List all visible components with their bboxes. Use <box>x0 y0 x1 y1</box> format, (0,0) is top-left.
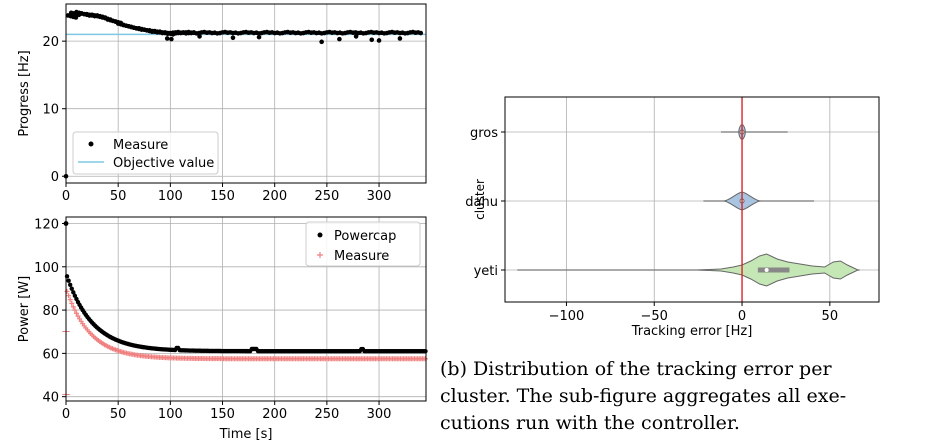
x-tick-label: 50 <box>110 407 127 422</box>
measure-point <box>169 36 174 42</box>
y-tick-label: 40 <box>42 391 59 406</box>
caption-line: cutions run with the controller. <box>440 412 740 434</box>
y-tick-label-gros: gros <box>470 126 498 141</box>
legend-box <box>305 221 421 267</box>
y-tick-label: 100 <box>34 261 59 276</box>
y-axis-label: cluster <box>473 179 487 220</box>
legend-marker-measure <box>317 252 323 258</box>
figure-caption: (b) Distribution of the tracking error p… <box>440 356 920 437</box>
y-tick-label-dahu: dahu <box>465 195 498 210</box>
x-axis-label: Time [s] <box>219 427 273 442</box>
measure-point <box>418 30 424 36</box>
x-tick-label: 50 <box>822 309 839 324</box>
x-tick-label: 250 <box>314 407 339 422</box>
x-tick-label: 100 <box>158 189 183 204</box>
x-tick-label: 250 <box>314 189 339 204</box>
x-tick-label: 0 <box>62 189 70 204</box>
measure-point <box>376 38 382 43</box>
y-tick-label: 20 <box>42 35 59 50</box>
powercap-point <box>71 290 76 295</box>
measure-point <box>64 288 70 294</box>
measure-point <box>75 313 81 319</box>
caption-line: cluster. The sub-figure aggregates all e… <box>440 385 847 407</box>
x-tick-label: 200 <box>262 407 287 422</box>
y-tick-label: 10 <box>42 103 59 118</box>
legend-label-measure: Measure <box>113 138 168 153</box>
measure-point <box>422 356 428 362</box>
y-tick-label-yeti: yeti <box>474 264 498 279</box>
x-tick-label: 50 <box>110 189 127 204</box>
measure-point <box>230 35 236 41</box>
y-tick-label: 0 <box>51 170 59 185</box>
legend-label-measure: Measure <box>334 249 389 264</box>
measure-point <box>73 310 79 316</box>
x-axis-label: Tracking error [Hz] <box>631 324 753 339</box>
legend-box <box>72 131 219 175</box>
y-axis-label: Power [W] <box>17 276 32 342</box>
measure-point <box>69 300 75 306</box>
x-tick-label: 150 <box>210 407 235 422</box>
measure-point <box>197 34 202 39</box>
measure-point <box>67 297 73 303</box>
violin-box-yeti <box>757 267 790 273</box>
powercap-point <box>69 286 74 291</box>
measure-point <box>256 34 262 40</box>
measure-point <box>369 37 375 43</box>
legend-marker-powercap <box>317 232 323 238</box>
x-tick-label: 300 <box>367 189 392 204</box>
measure-point <box>353 34 359 39</box>
powercap-point <box>423 349 428 354</box>
y-axis-label: Progress [Hz] <box>17 50 32 136</box>
powercap-point <box>66 278 71 283</box>
y-tick-label: 120 <box>34 217 59 232</box>
x-tick-label: 0 <box>738 309 746 324</box>
x-tick-label: 200 <box>262 189 287 204</box>
x-tick-label: 300 <box>367 407 392 422</box>
y-tick-label: 60 <box>42 347 59 362</box>
x-tick-label: 150 <box>210 189 235 204</box>
legend-label-powercap: Powercap <box>334 229 396 244</box>
legend-label-objective: Objective value <box>113 156 214 171</box>
measure-point <box>319 39 324 45</box>
plot-frame <box>65 216 427 402</box>
measure-point <box>72 307 78 313</box>
x-tick-label: 100 <box>158 407 183 422</box>
caption-line: (b) Distribution of the tracking error p… <box>440 358 832 380</box>
x-tick-label: −100 <box>549 309 585 324</box>
powercap-point <box>67 282 73 288</box>
measure-point <box>77 316 83 322</box>
plot-frame <box>65 3 427 184</box>
measure-point <box>73 15 79 20</box>
violin-median-yeti <box>764 268 769 272</box>
tracking-error-violin-chart: −100 −50 0 50 gros dahu yeti cluster Tracking er… <box>465 96 880 339</box>
x-tick-label: 0 <box>62 407 70 422</box>
measure-point <box>337 36 342 42</box>
x-tick-label: −50 <box>641 309 668 324</box>
legend-marker-measure <box>88 141 94 147</box>
progress-chart: 0 50 100 150 200 250 300 0 10 20 Progress [Hz] Meas… <box>17 3 427 204</box>
y-tick-label: 80 <box>42 304 59 319</box>
measure-point <box>66 293 72 299</box>
measure-point <box>397 36 403 41</box>
plot-frame <box>504 96 880 303</box>
measure-point <box>164 36 170 41</box>
measure-point <box>70 304 76 310</box>
